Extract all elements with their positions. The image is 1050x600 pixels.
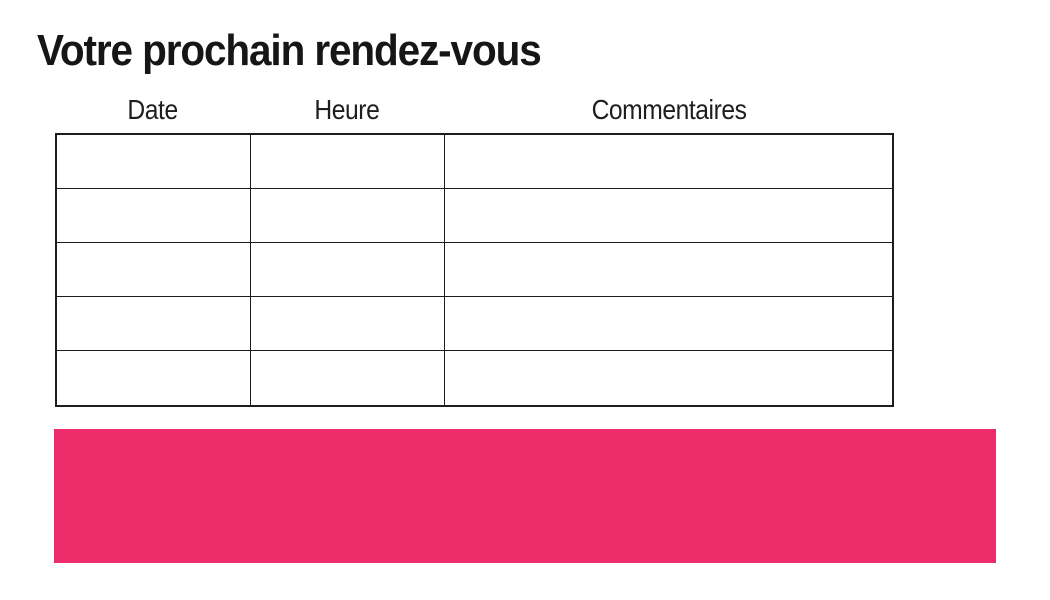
table-column-headers: Date Heure Commentaires	[56, 92, 894, 128]
column-header-heure: Heure	[250, 92, 444, 128]
table-cell-r5-c1	[57, 351, 251, 405]
appointment-banner	[54, 429, 996, 563]
table-cell-r2-c2	[251, 189, 445, 243]
column-header-commentaires-label: Commentaires	[591, 94, 747, 125]
table-cell-r2-c1	[57, 189, 251, 243]
page-title: Votre prochain rendez-vous	[37, 26, 542, 75]
table-cell-r3-c2	[251, 243, 445, 297]
table-cell-r1-c3	[445, 135, 892, 189]
column-header-date-label: Date	[127, 94, 179, 125]
appointments-table	[55, 133, 894, 407]
table-cell-r1-c2	[251, 135, 445, 189]
table-cell-r5-c2	[251, 351, 445, 405]
table-cell-r1-c1	[57, 135, 251, 189]
column-header-commentaires: Commentaires	[444, 92, 894, 128]
table-cell-r4-c1	[57, 297, 251, 351]
table-cell-r3-c3	[445, 243, 892, 297]
table-cell-r5-c3	[445, 351, 892, 405]
table-cell-r4-c3	[445, 297, 892, 351]
table-cell-r4-c2	[251, 297, 445, 351]
table-cell-r2-c3	[445, 189, 892, 243]
column-header-heure-label: Heure	[314, 94, 380, 125]
column-header-date: Date	[56, 92, 250, 128]
table-cell-r3-c1	[57, 243, 251, 297]
